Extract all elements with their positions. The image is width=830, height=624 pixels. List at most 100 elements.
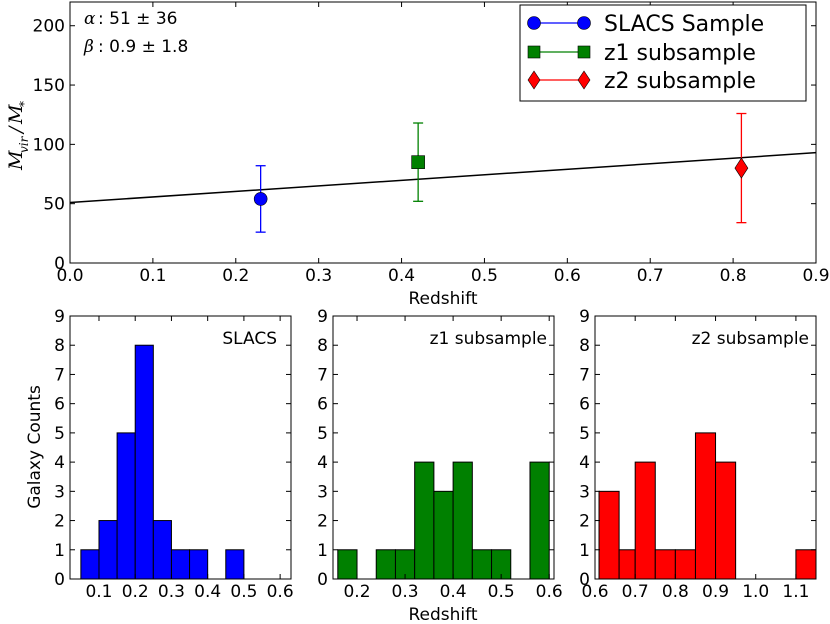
hist-z2-y-tick-label: 8: [579, 336, 590, 356]
hist-z1-bar: [433, 490, 454, 580]
histogram-z1-ticks: 0.2 0.3 0.4 0.5 0.6 0 1 2 3 4 5 6 7 8 9: [317, 307, 563, 602]
hist-z1-x-tick-label: 0.2: [343, 582, 370, 602]
hist-z1-bar: [452, 461, 473, 580]
svg-text:vir: vir: [17, 135, 31, 153]
hist-z1-bar: [337, 549, 358, 580]
hist-z2-x-tick-label: 1.1: [782, 582, 809, 602]
hist-slacs-x-tick-label: 0.1: [85, 582, 112, 602]
hist-slacs-bar: [134, 344, 154, 580]
beta-symbol: β: [83, 37, 94, 57]
top-axis-ticks: 0.0 0.1 0.2 0.3 0.4 0.5 0.6 0.7 0.8 0.9 0 50 100 150 2…: [33, 2, 830, 286]
hist-slacs-bar: [170, 549, 191, 580]
legend-square-marker-icon: [527, 45, 541, 59]
legend-label-slacs: SLACS Sample: [604, 12, 764, 37]
hist-z1-bar: [375, 549, 396, 580]
hist-z2-bar: [598, 490, 620, 580]
histogram-z2-panel: 0.6 0.7 0.8 0.9 1.0 1.1 0 1 2 3 4 5 6 7 8 9 z2 subsampl…: [579, 307, 817, 602]
legend-diamond-marker-icon: [527, 70, 541, 90]
hist-z2-x-tick-label: 0.8: [662, 582, 689, 602]
hist-slacs-y-tick-label: 7: [54, 365, 65, 385]
hist-slacs-bar: [152, 520, 172, 580]
y-tick-label: 0: [54, 254, 65, 274]
hist-z2-y-tick-label: 6: [579, 395, 590, 415]
histogram-z2-title: z2 subsample: [692, 329, 809, 349]
histogram-y-axis-label: Galaxy Counts: [25, 385, 45, 509]
hist-z1-y-tick-label: 7: [317, 365, 328, 385]
hist-slacs-y-tick-label: 6: [54, 395, 65, 415]
x-tick-label: 0.6: [554, 266, 581, 286]
hist-z2-x-tick-label: 0.7: [622, 582, 649, 602]
hist-slacs-y-tick-label: 9: [54, 307, 65, 327]
hist-z2-bar: [715, 461, 737, 580]
histogram-slacs-frame: [69, 315, 292, 580]
hist-z2-y-tick-label: 9: [579, 307, 590, 327]
histogram-slacs-panel: 0.1 0.2 0.3 0.4 0.5 0.6 0 1 2 3 4 5 6 7 8 9 SLACS: [54, 307, 293, 602]
hist-z2-bar: [618, 549, 636, 580]
histogram-x-axis-label: Redshift: [408, 605, 477, 624]
x-tick-label: 0.8: [720, 266, 747, 286]
hist-slacs-y-tick-label: 8: [54, 336, 65, 356]
y-tick-label: 150: [33, 76, 65, 96]
histogram-z1-title: z1 subsample: [430, 329, 547, 349]
hist-slacs-x-tick-label: 0.4: [194, 582, 221, 602]
hist-slacs-bar: [116, 432, 136, 580]
histogram-slacs-ticks: 0.1 0.2 0.3 0.4 0.5 0.6 0 1 2 3 4 5 6 7 8 9: [54, 307, 293, 602]
legend-label-z2: z2 subsample: [604, 69, 756, 94]
hist-slacs-y-tick-label: 0: [54, 570, 65, 590]
hist-slacs-x-tick-label: 0.2: [122, 582, 149, 602]
svg-text:M: M: [5, 150, 27, 171]
x-tick-label: 0.1: [139, 266, 166, 286]
hist-z2-y-tick-label: 0: [579, 570, 590, 590]
hist-z1-y-tick-label: 4: [317, 453, 328, 473]
hist-z1-y-tick-label: 9: [317, 307, 328, 327]
histogram-z2-bars: [598, 432, 817, 580]
legend-entry-z1: z1 subsample: [527, 41, 756, 66]
hist-z1-bar: [414, 461, 435, 580]
y-tick-label: 50: [43, 195, 65, 215]
hist-slacs-x-tick-label: 0.3: [158, 582, 185, 602]
svg-text:/: /: [5, 125, 27, 135]
hist-slacs-bar: [80, 549, 100, 580]
legend-diamond-marker-icon: [577, 70, 591, 90]
hist-z1-y-tick-label: 1: [317, 541, 328, 561]
legend-circle-marker-icon: [527, 16, 541, 30]
hist-z2-x-tick-label: 0.9: [702, 582, 729, 602]
histogram-z1-bars: [337, 461, 550, 580]
hist-slacs-bar: [98, 520, 118, 580]
hist-slacs-y-tick-label: 4: [54, 453, 65, 473]
histogram-z1-frame: [332, 315, 555, 580]
legend-square-marker-icon: [577, 45, 591, 59]
top-y-axis-label: M vir / M *: [5, 101, 31, 171]
data-point-z1: [411, 155, 425, 169]
legend-entry-slacs: SLACS Sample: [527, 12, 764, 37]
hist-slacs-bar: [225, 549, 245, 580]
beta-value: : 0.9 ± 1.8: [98, 37, 188, 57]
top-x-axis-label: Redshift: [408, 289, 477, 309]
histogram-z1-panel: 0.2 0.3 0.4 0.5 0.6 0 1 2 3 4 5 6 7 8 9 z1 subsample: [317, 307, 563, 602]
legend-frame: [519, 4, 807, 102]
hist-slacs-x-tick-label: 0.5: [230, 582, 257, 602]
hist-z2-x-tick-label: 0.6: [581, 582, 608, 602]
histogram-z2-ticks: 0.6 0.7 0.8 0.9 1.0 1.1 0 1 2 3 4 5 6 7 8 9: [579, 307, 816, 602]
legend: SLACS Sample z1 subsample z2 subsample: [519, 4, 807, 102]
x-tick-label: 0.5: [471, 266, 498, 286]
svg-text:M: M: [5, 104, 27, 125]
hist-z1-y-tick-label: 8: [317, 336, 328, 356]
hist-slacs-y-tick-label: 3: [54, 482, 65, 502]
hist-z2-y-tick-label: 7: [579, 365, 590, 385]
hist-z2-y-tick-label: 3: [579, 482, 590, 502]
hist-z2-bar: [694, 432, 717, 580]
hist-slacs-y-tick-label: 1: [54, 541, 65, 561]
alpha-symbol: α: [84, 9, 96, 29]
hist-z2-y-tick-label: 2: [579, 512, 590, 532]
data-point-slacs: [253, 192, 268, 206]
hist-slacs-y-tick-label: 5: [54, 424, 65, 444]
hist-z1-bar: [529, 461, 550, 580]
hist-z1-y-tick-label: 5: [317, 424, 328, 444]
top-axes-frame: [69, 1, 817, 264]
hist-z2-y-tick-label: 4: [579, 453, 590, 473]
hist-z1-y-tick-label: 6: [317, 395, 328, 415]
x-tick-label: 0.9: [802, 266, 829, 286]
hist-z1-x-tick-label: 0.6: [536, 582, 563, 602]
